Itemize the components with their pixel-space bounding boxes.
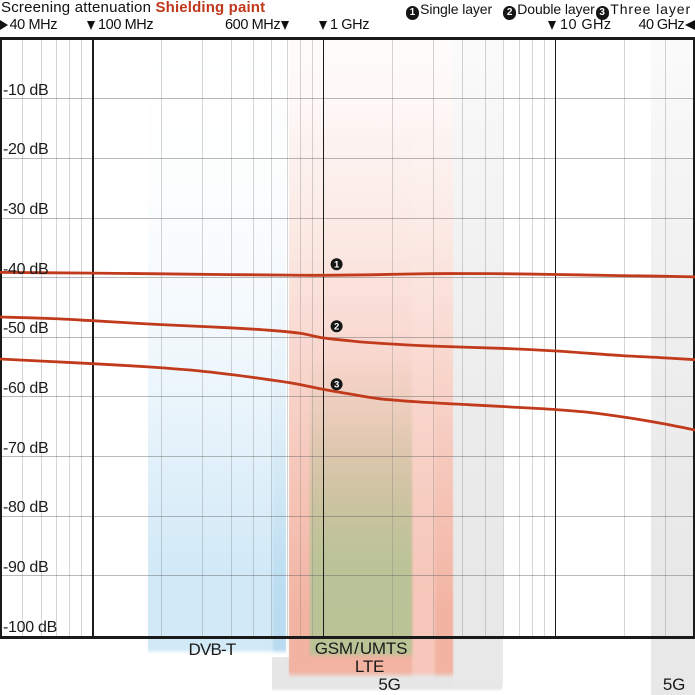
svg-text:3: 3 bbox=[334, 380, 339, 391]
svg-text:2: 2 bbox=[334, 322, 339, 333]
svg-text:1: 1 bbox=[334, 260, 340, 271]
